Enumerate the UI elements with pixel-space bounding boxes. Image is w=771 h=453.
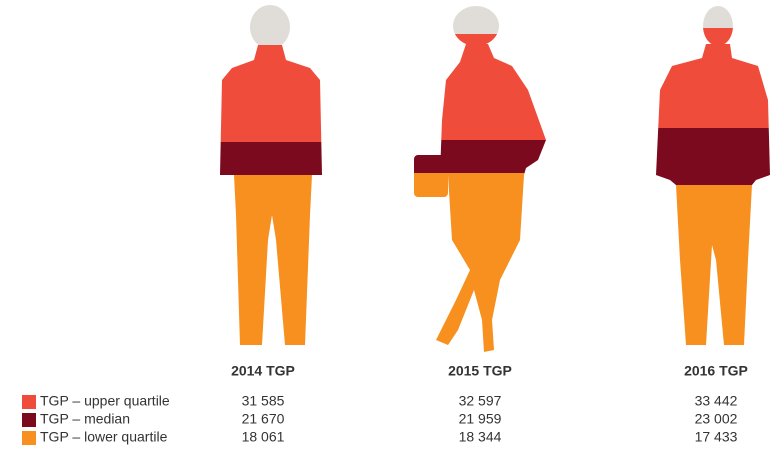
- legend: TGP – upper quartile TGP – median TGP – lo…: [22, 393, 170, 445]
- figure-2015: [414, 6, 546, 352]
- figure-2016: [656, 6, 770, 345]
- legend-swatch: [22, 413, 36, 427]
- legend-label: TGP – lower quartile: [40, 429, 168, 445]
- legend-label: TGP – upper quartile: [40, 393, 170, 409]
- column-header: 2016 TGP: [684, 363, 748, 379]
- value: 21 670: [242, 411, 285, 427]
- value: 23 002: [695, 411, 738, 427]
- value: 18 061: [242, 429, 285, 445]
- value: 31 585: [242, 393, 285, 409]
- legend-swatch: [22, 395, 36, 409]
- legend-swatch: [22, 431, 36, 445]
- column-header: 2015 TGP: [448, 363, 512, 379]
- figure-2014: [220, 5, 322, 345]
- value: 32 597: [459, 393, 502, 409]
- column-header: 2014 TGP: [231, 363, 295, 379]
- value: 17 433: [695, 429, 738, 445]
- legend-label: TGP – median: [40, 411, 130, 427]
- value: 18 344: [459, 429, 502, 445]
- value: 33 442: [695, 393, 738, 409]
- value: 21 959: [459, 411, 502, 427]
- table: 2014 TGP 31 585 21 670 18 061 2015 TGP 32 597…: [231, 363, 748, 445]
